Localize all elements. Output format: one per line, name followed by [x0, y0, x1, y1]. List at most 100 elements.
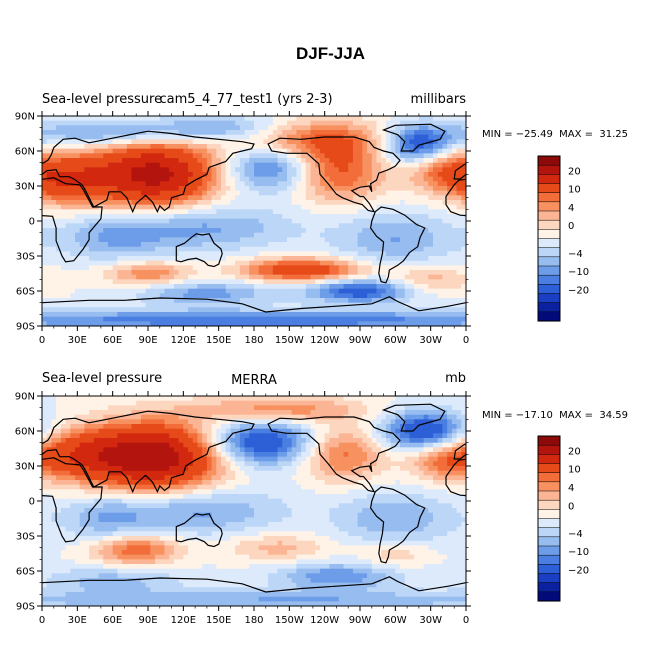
field-cell: [272, 153, 279, 159]
field-cell: [263, 144, 269, 150]
field-cell: [461, 134, 466, 140]
field-cell: [159, 228, 166, 234]
field-cell: [65, 279, 71, 285]
field-cell: [319, 214, 326, 220]
field-cell: [310, 307, 316, 313]
field-cell: [112, 564, 118, 570]
field-cell: [357, 274, 363, 280]
field-cell: [254, 237, 260, 243]
field-cell: [51, 466, 57, 472]
field-cell: [51, 302, 57, 308]
field-cell: [140, 279, 147, 285]
field-cell: [117, 316, 123, 322]
field-cell: [173, 148, 180, 154]
field-cell: [305, 293, 312, 299]
field-cell: [381, 307, 387, 313]
field-cell: [84, 452, 90, 458]
field-cell: [447, 251, 453, 257]
field-cell: [376, 214, 382, 220]
field-cell: [56, 144, 62, 150]
field-cell: [192, 181, 199, 187]
field-cell: [178, 134, 184, 140]
field-cell: [145, 130, 151, 136]
field-cell: [225, 200, 232, 206]
field-cell: [376, 316, 382, 322]
field-cell: [98, 242, 104, 248]
field-cell: [202, 274, 208, 280]
field-cell: [390, 307, 396, 313]
field-cell: [74, 452, 81, 458]
field-cell: [324, 223, 330, 229]
field-cell: [244, 172, 250, 178]
field-cell: [329, 288, 335, 294]
field-cell: [301, 190, 307, 196]
field-cell: [89, 433, 95, 439]
field-cell: [428, 125, 434, 131]
field-cell: [414, 316, 420, 322]
field-cell: [239, 172, 246, 178]
field-cell: [456, 274, 462, 280]
field-cell: [414, 228, 420, 234]
field-cell: [79, 265, 85, 271]
field-cell: [414, 162, 420, 168]
field-cell: [343, 316, 349, 322]
field-cell: [202, 158, 208, 164]
field-cell: [74, 223, 81, 229]
field-cell: [343, 204, 349, 210]
field-cell: [329, 302, 335, 308]
field-cell: [164, 265, 170, 271]
field-cell: [319, 120, 326, 126]
field-cell: [74, 554, 81, 560]
field-cell: [409, 186, 415, 192]
field-cell: [254, 130, 260, 136]
field-cell: [301, 214, 307, 220]
field-cell: [334, 256, 340, 262]
field-cell: [461, 195, 466, 201]
field-cell: [51, 251, 57, 257]
field-cell: [46, 312, 53, 318]
field-cell: [103, 256, 109, 262]
field-cell: [145, 162, 151, 168]
field-cell: [150, 307, 156, 313]
field-cell: [319, 125, 326, 131]
field-cell: [42, 148, 48, 154]
field-cell: [192, 288, 199, 294]
field-cell: [79, 204, 85, 210]
field-cell: [301, 279, 307, 285]
field-cell: [221, 223, 227, 229]
field-cell: [348, 158, 354, 164]
field-cell: [376, 321, 382, 326]
field-cell: [178, 153, 184, 159]
field-cell: [277, 209, 283, 215]
field-cell: [456, 228, 462, 234]
field-cell: [46, 260, 53, 266]
field-cell: [433, 242, 439, 248]
field-cell: [381, 120, 387, 126]
field-cell: [211, 148, 217, 154]
field-cell: [206, 148, 213, 154]
field-cell: [51, 414, 57, 420]
field-cell: [150, 139, 156, 145]
field-cell: [235, 176, 241, 182]
field-cell: [183, 144, 189, 150]
field-cell: [291, 158, 297, 164]
colorbar-swatch: [537, 183, 561, 194]
field-cell: [103, 195, 109, 201]
field-cell: [42, 195, 48, 201]
field-cell: [89, 288, 95, 294]
field-cell: [103, 251, 109, 257]
field-cell: [173, 316, 180, 322]
field-cell: [93, 228, 100, 234]
field-cell: [216, 293, 222, 299]
field-cell: [188, 144, 194, 150]
field-cell: [376, 204, 382, 210]
field-cell: [442, 167, 448, 173]
field-cell: [56, 596, 62, 602]
field-cell: [206, 195, 213, 201]
field-cell: [46, 503, 53, 509]
field-cell: [79, 461, 85, 467]
field-cell: [164, 237, 170, 243]
field-cell: [239, 130, 246, 136]
field-cell: [367, 167, 373, 173]
field-cell: [376, 237, 382, 243]
